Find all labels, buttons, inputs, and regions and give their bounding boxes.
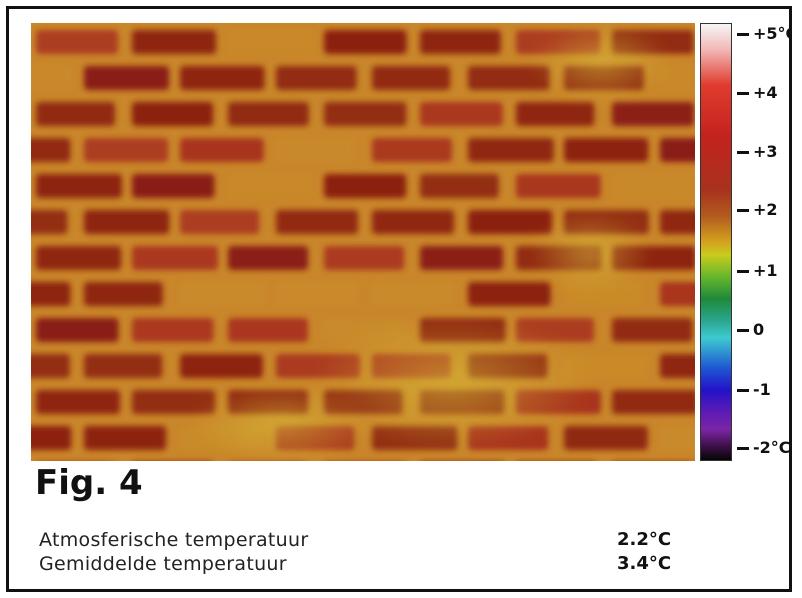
brick	[36, 246, 122, 270]
brick	[132, 102, 214, 126]
scale-label: 0	[753, 320, 765, 339]
brick	[228, 318, 308, 342]
brick	[228, 102, 309, 126]
brick	[516, 102, 595, 126]
brick	[228, 246, 309, 270]
brick	[132, 390, 216, 414]
brick	[180, 282, 266, 306]
brick	[132, 174, 215, 198]
thermal-image	[31, 23, 695, 461]
scale-label: +3	[753, 142, 778, 161]
brick	[612, 174, 693, 198]
brick	[372, 138, 453, 162]
brick	[324, 246, 405, 270]
brick	[31, 426, 72, 450]
brick	[36, 102, 115, 126]
brick	[420, 174, 499, 198]
brick	[180, 210, 260, 234]
reading-label-average: Gemiddelde temperatuur	[39, 553, 287, 575]
scale-label: +2	[753, 200, 778, 219]
brick	[31, 210, 68, 234]
brick	[420, 30, 501, 54]
brick	[420, 246, 504, 270]
brick	[468, 66, 550, 90]
brick	[228, 30, 314, 54]
brick	[276, 66, 357, 90]
reading-label-atmospheric: Atmosferische temperatuur	[39, 529, 309, 551]
scale-tick	[737, 151, 749, 154]
brick	[660, 354, 695, 378]
temperature-color-scale	[700, 23, 732, 461]
brick	[180, 66, 265, 90]
brick	[31, 138, 71, 162]
figure-title: Fig. 4	[35, 463, 143, 503]
brick	[132, 30, 217, 54]
brick	[372, 66, 451, 90]
scale-tick	[737, 447, 749, 450]
brick	[612, 102, 695, 126]
reading-value-average: 3.4°C	[617, 553, 672, 574]
brick	[84, 210, 170, 234]
scale-label: -1	[753, 380, 771, 399]
brick	[180, 354, 263, 378]
brick	[132, 246, 218, 270]
scale-label: -2°C	[753, 438, 791, 457]
scale-tick	[737, 270, 749, 273]
scale-tick	[737, 209, 749, 212]
brick	[31, 66, 74, 90]
brick	[276, 210, 359, 234]
brick	[468, 210, 553, 234]
brick	[564, 426, 648, 450]
brick	[36, 318, 119, 342]
brick	[84, 426, 167, 450]
brick	[180, 138, 264, 162]
scale-tick	[737, 389, 749, 392]
scale-tick	[737, 329, 749, 332]
brick	[132, 318, 214, 342]
brick	[660, 210, 695, 234]
brick	[612, 390, 695, 414]
figure-frame: +5°C +4 +3 +2 +1 0 -1 -2°C Fig. 4 Atmosf…	[6, 6, 792, 592]
scale-label: +5°C	[753, 24, 789, 43]
thermal-brick-wall	[31, 23, 695, 461]
brick	[31, 282, 71, 306]
brick	[324, 30, 407, 54]
brick	[36, 174, 122, 198]
brick	[612, 318, 693, 342]
brick	[660, 282, 695, 306]
reading-value-atmospheric: 2.2°C	[617, 529, 672, 550]
brick	[468, 282, 551, 306]
brick	[31, 354, 70, 378]
brick	[324, 174, 407, 198]
brick	[84, 66, 170, 90]
scale-tick	[737, 92, 749, 95]
brick	[516, 174, 601, 198]
brick	[84, 282, 163, 306]
brick	[564, 138, 649, 162]
brick	[420, 102, 503, 126]
scale-label: +4	[753, 83, 778, 102]
brick	[84, 138, 169, 162]
brick	[228, 174, 311, 198]
brick	[276, 138, 355, 162]
scale-tick	[737, 33, 749, 36]
brick	[660, 426, 695, 450]
brick	[276, 282, 359, 306]
brick	[660, 138, 695, 162]
scale-label: +1	[753, 261, 778, 280]
brick	[36, 390, 120, 414]
brick	[468, 138, 554, 162]
brick	[84, 354, 163, 378]
brick	[324, 102, 407, 126]
brick	[36, 30, 119, 54]
brick	[372, 210, 455, 234]
brick	[372, 282, 455, 306]
